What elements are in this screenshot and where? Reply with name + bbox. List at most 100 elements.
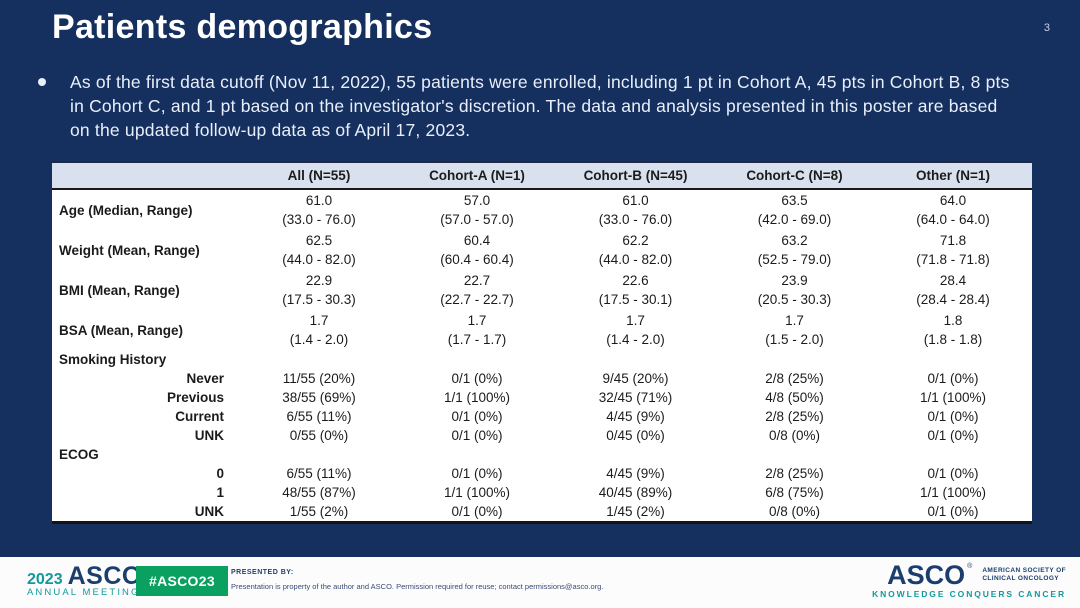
value-cell: 23.9 (20.5 - 30.3): [757, 273, 832, 307]
value-cell: 0/1 (0%): [927, 504, 979, 519]
row-label: BSA (Mean, Range): [59, 322, 184, 338]
value-cell: 1/1 (100%): [919, 390, 987, 405]
value-cell: 22.7 (22.7 - 22.7): [440, 273, 514, 307]
value-cell: 0/1 (0%): [451, 466, 503, 481]
value-cell: 1/1 (100%): [443, 485, 511, 500]
value-cell: 0/8 (0%): [768, 428, 821, 443]
row-label: Current: [175, 409, 224, 424]
table-row: Current 6/55 (11%) 0/1 (0%) 4/45 (9%) 2/…: [52, 407, 1032, 426]
value-cell: 22.9 (17.5 - 30.3): [282, 273, 356, 307]
column-header: Cohort-B (N=45): [583, 168, 688, 183]
value-cell: 2/8 (25%): [765, 371, 824, 386]
value-cell: 4/45 (9%): [606, 409, 665, 424]
table-row: Previous 38/55 (69%) 1/1 (100%) 32/45 (7…: [52, 388, 1032, 407]
value-cell: 0/1 (0%): [927, 409, 979, 424]
value-cell: 0/1 (0%): [927, 371, 979, 386]
row-label: 0: [216, 466, 224, 481]
value-cell: 1.7 (1.4 - 2.0): [289, 313, 349, 347]
value-cell: 22.6 (17.5 - 30.1): [598, 273, 673, 307]
permission-text: Presentation is property of the author a…: [231, 582, 604, 591]
value-cell: 57.0 (57.0 - 57.0): [440, 193, 514, 227]
value-cell: 61.0 (33.0 - 76.0): [282, 193, 356, 227]
bullet-point: As of the first data cutoff (Nov 11, 202…: [38, 70, 1016, 142]
table-row: 1 48/55 (87%) 1/1 (100%) 40/45 (89%) 6/8…: [52, 483, 1032, 502]
column-header: Cohort-C (N=8): [746, 168, 843, 183]
value-cell: 9/45 (20%): [602, 371, 669, 386]
value-cell: 48/55 (87%): [282, 485, 356, 500]
column-header: Cohort-A (N=1): [429, 168, 525, 183]
value-cell: 40/45 (89%): [598, 485, 673, 500]
asco-wordmark: ASCO: [887, 560, 966, 590]
logo-year: 2023: [27, 571, 63, 588]
value-cell: 0/8 (0%): [768, 504, 821, 519]
value-cell: 63.5 (42.0 - 69.0): [757, 193, 832, 227]
value-cell: 1/1 (100%): [919, 485, 987, 500]
value-cell: 61.0 (33.0 - 76.0): [598, 193, 673, 227]
table-row: BMI (Mean, Range) 22.9 (17.5 - 30.3) 22.7…: [52, 270, 1032, 310]
value-cell: 0/1 (0%): [451, 371, 503, 386]
row-label: 1: [216, 485, 224, 500]
asco-wordmark: ASCO: [67, 562, 142, 590]
column-header: All (N=55): [287, 168, 351, 183]
value-cell: 0/1 (0%): [927, 428, 979, 443]
value-cell: 0/1 (0%): [451, 504, 503, 519]
table-header-row: All (N=55) Cohort-A (N=1) Cohort-B (N=45…: [52, 162, 1032, 189]
value-cell: 0/45 (0%): [606, 428, 665, 443]
asco-annual-meeting-logo: 2023 ASCO ® ANNUAL MEETING: [27, 562, 148, 599]
value-cell: 4/8 (50%): [765, 390, 824, 405]
value-cell: 0/1 (0%): [927, 466, 979, 481]
row-label: UNK: [194, 428, 224, 443]
value-cell: 4/45 (9%): [606, 466, 665, 481]
value-cell: 60.4 (60.4 - 60.4): [440, 233, 514, 267]
column-header: [52, 162, 240, 189]
row-label: Age (Median, Range): [59, 202, 193, 218]
value-cell: 1.7 (1.5 - 2.0): [765, 313, 824, 347]
value-cell: 64.0 (64.0 - 64.0): [916, 193, 990, 227]
row-label: Previous: [166, 390, 224, 405]
value-cell: 1/1 (100%): [443, 390, 511, 405]
value-cell: 2/8 (25%): [765, 466, 824, 481]
table-row: Never 11/55 (20%) 0/1 (0%) 9/45 (20%) 2/…: [52, 369, 1032, 388]
value-cell: 0/1 (0%): [451, 428, 503, 443]
demographics-table: All (N=55) Cohort-A (N=1) Cohort-B (N=45…: [52, 161, 1032, 524]
asco-society-logo: ASCO ® AMERICAN SOCIETY OF CLINICAL ONCO…: [872, 560, 1066, 600]
row-label: Weight (Mean, Range): [59, 242, 200, 258]
value-cell: 62.5 (44.0 - 82.0): [282, 233, 356, 267]
value-cell: 6/55 (11%): [286, 409, 352, 424]
row-label: Never: [186, 371, 224, 386]
table-row: 0 6/55 (11%) 0/1 (0%) 4/45 (9%) 2/8 (25%…: [52, 464, 1032, 483]
value-cell: 28.4 (28.4 - 28.4): [916, 273, 990, 307]
value-cell: 11/55 (20%): [282, 371, 356, 386]
table-section-row: ECOG: [52, 445, 1032, 464]
value-cell: 1.8 (1.8 - 1.8): [923, 313, 983, 347]
value-cell: 6/8 (75%): [765, 485, 824, 500]
page-title: Patients demographics: [52, 8, 433, 46]
bullet-text: As of the first data cutoff (Nov 11, 202…: [70, 72, 1010, 140]
table-row: Age (Median, Range) 61.0 (33.0 - 76.0) 57…: [52, 189, 1032, 230]
table-row: BSA (Mean, Range) 1.7 (1.4 - 2.0) 1.7 (1.7…: [52, 310, 1032, 350]
value-cell: 0/55 (0%): [289, 428, 349, 443]
value-cell: 1.7 (1.7 - 1.7): [447, 313, 507, 347]
society-name: AMERICAN SOCIETY OF CLINICAL ONCOLOGY: [982, 567, 1066, 582]
value-cell: 6/55 (11%): [286, 466, 352, 481]
presented-by-label: PRESENTED BY:: [231, 569, 294, 576]
value-cell: 1.7 (1.4 - 2.0): [606, 313, 665, 347]
value-cell: 62.2 (44.0 - 82.0): [598, 233, 673, 267]
value-cell: 1/45 (2%): [606, 504, 665, 519]
registered-mark: ®: [967, 562, 973, 570]
table-row: Weight (Mean, Range) 62.5 (44.0 - 82.0) 6…: [52, 230, 1032, 270]
row-label: UNK: [194, 504, 224, 519]
value-cell: 32/45 (71%): [598, 390, 673, 405]
section-label: Smoking History: [59, 352, 167, 367]
value-cell: 38/55 (69%): [282, 390, 356, 405]
section-label: ECOG: [59, 447, 99, 462]
asco-tagline: KNOWLEDGE CONQUERS CANCER: [872, 589, 1066, 599]
logo-meeting-label: ANNUAL MEETING: [27, 587, 141, 598]
column-header: Other (N=1): [916, 168, 990, 183]
hashtag-badge: #ASCO23: [136, 566, 228, 596]
table-row: UNK 1/55 (2%) 0/1 (0%) 1/45 (2%) 0/8 (0%…: [52, 502, 1032, 523]
row-label: BMI (Mean, Range): [59, 282, 180, 298]
value-cell: 71.8 (71.8 - 71.8): [916, 233, 990, 267]
value-cell: 1/55 (2%): [289, 504, 349, 519]
